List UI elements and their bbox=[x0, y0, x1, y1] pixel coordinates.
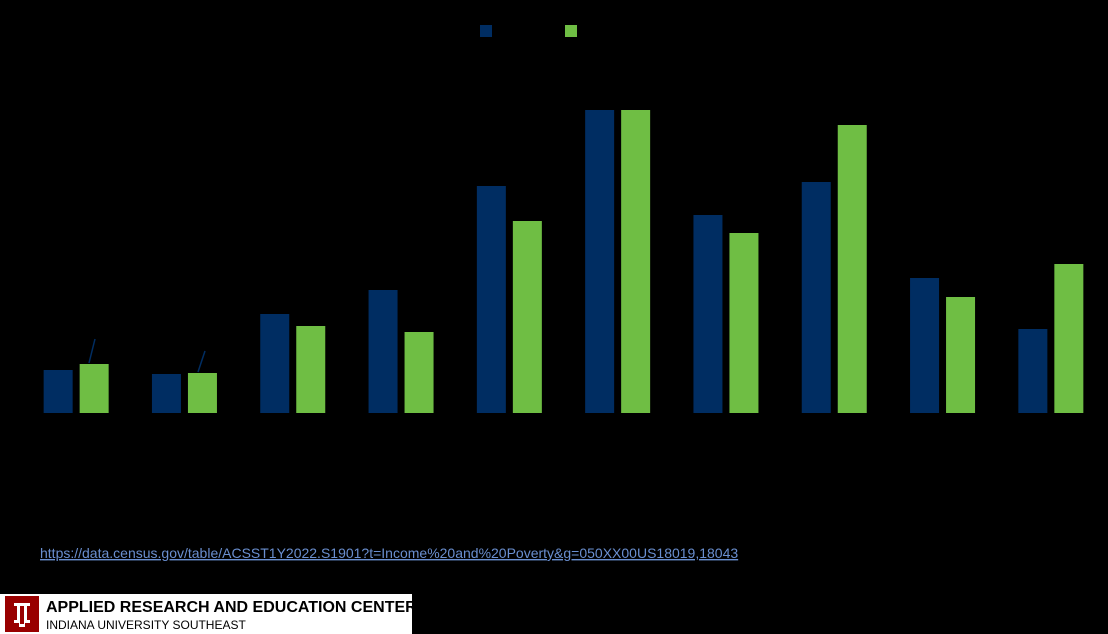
leader-line bbox=[88, 338, 96, 364]
source-url[interactable]: https://data.census.gov/table/ACSST1Y202… bbox=[40, 545, 738, 561]
bar bbox=[1054, 264, 1084, 413]
bar bbox=[79, 364, 109, 413]
bar bbox=[693, 215, 723, 413]
bar bbox=[585, 110, 615, 413]
leader-line bbox=[197, 350, 206, 373]
bar bbox=[476, 186, 506, 413]
legend-swatch bbox=[480, 25, 492, 37]
bar bbox=[187, 373, 217, 413]
bar bbox=[910, 278, 940, 413]
footer-title: APPLIED RESEARCH AND EDUCATION CENTER bbox=[46, 599, 417, 616]
bar bbox=[260, 314, 290, 413]
bar bbox=[837, 125, 867, 413]
bar bbox=[621, 110, 651, 413]
bar bbox=[729, 233, 759, 413]
logo-trident bbox=[14, 603, 30, 627]
bar bbox=[43, 370, 73, 413]
bar bbox=[946, 297, 976, 413]
logo: APPLIED RESEARCH AND EDUCATION CENTER IN… bbox=[0, 594, 417, 634]
source-link[interactable]: https://data.census.gov/table/ACSST1Y202… bbox=[40, 545, 738, 561]
footer-subtitle: INDIANA UNIVERSITY SOUTHEAST bbox=[46, 618, 246, 632]
bar bbox=[1018, 329, 1048, 413]
bar bbox=[368, 290, 398, 413]
bar bbox=[296, 326, 326, 413]
bar bbox=[801, 182, 831, 413]
logo-box bbox=[0, 594, 412, 634]
bar bbox=[151, 374, 181, 413]
legend-swatch bbox=[565, 25, 577, 37]
bar bbox=[404, 332, 434, 413]
bar bbox=[512, 221, 542, 413]
